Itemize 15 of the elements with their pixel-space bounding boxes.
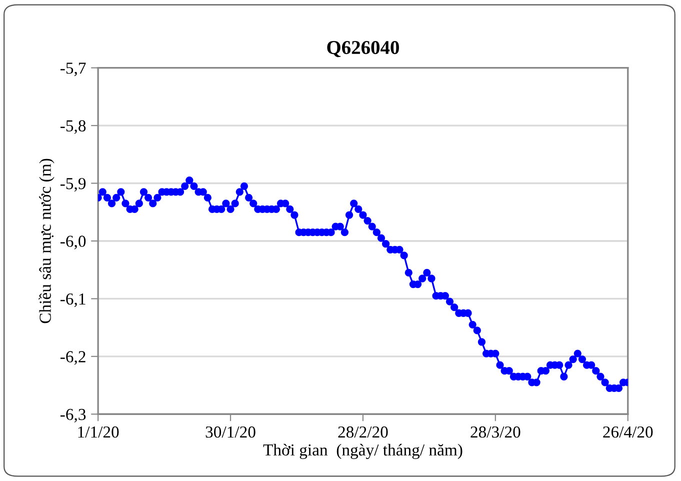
y-axis-title: Chiều sâu mực nước (m) <box>38 158 54 324</box>
y-tick-label: -6,0 <box>60 236 86 250</box>
y-tick-label: -5,7 <box>60 62 86 76</box>
y-tick-label: -6,1 <box>60 293 86 308</box>
chart-title: Q626040 <box>327 41 399 58</box>
x-tick-label: 28/2/20 <box>338 426 388 438</box>
x-tick-label: 28/3/20 <box>470 426 520 438</box>
x-tick-label: 1/1/20 <box>78 426 119 438</box>
x-tick-label: 26/4/20 <box>603 426 653 438</box>
x-tick-label: 30/1/20 <box>206 426 256 438</box>
y-tick-label: -5,9 <box>60 178 86 192</box>
x-axis-title: Thời gian (ngày/ tháng/ năm) <box>263 444 462 460</box>
y-tick-label: -5,8 <box>60 120 86 134</box>
y-tick-label: -6,3 <box>60 408 86 422</box>
y-tick-label: -6,2 <box>60 351 86 365</box>
